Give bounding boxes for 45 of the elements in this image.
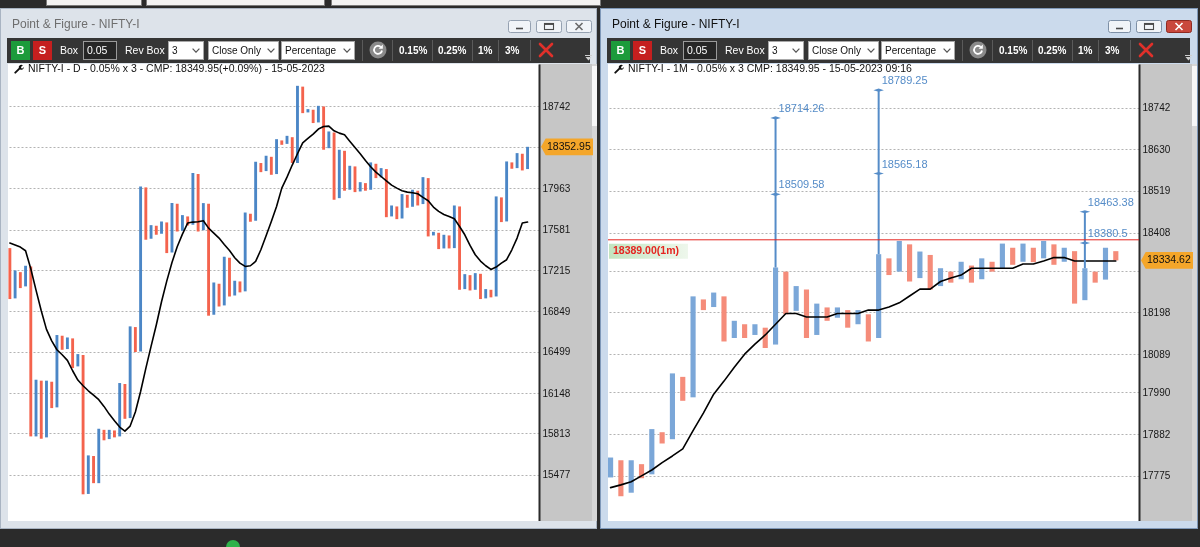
data-label: 18380.5: [1087, 227, 1128, 240]
y-tick-label: 18742: [1142, 102, 1171, 114]
dropdown: Close Only: [208, 41, 279, 60]
y-tick-label: 15477: [542, 469, 571, 481]
y-tick-label: 17581: [542, 224, 571, 236]
y-tick-label: 17882: [1142, 428, 1171, 440]
ref-line-label: 18389.00(1m): [613, 244, 679, 257]
text: 18352.95: [547, 139, 591, 152]
dropdown: 3: [768, 41, 804, 60]
y-tick-label: 18519: [1142, 185, 1171, 197]
y-tick-label: 16148: [542, 387, 571, 399]
data-label: 18714.26: [778, 101, 825, 114]
chart-subtitle: NIFTY-I - D - 0.05% x 3 - CMP: 18349.95(+0.09%) - 15-05-2023: [28, 62, 325, 74]
dropdown: 3: [168, 41, 204, 60]
toolbar: B S Box 0.05 Rev Box 3 Close Only Percentage 0.15% 0.25% 1% 3%: [607, 38, 1190, 63]
data-label: 18509.58: [778, 178, 825, 191]
data-label: 18565.18: [881, 157, 928, 170]
y-tick-label: 16849: [542, 305, 571, 317]
y-tick-label: 18630: [1142, 143, 1171, 155]
chart-title: Point & Figure - NIFTY-I: [12, 17, 140, 31]
y-tick-label: 16499: [542, 346, 571, 358]
button: S: [33, 41, 52, 60]
text-field: 0.05: [683, 41, 717, 60]
button: B: [11, 41, 30, 60]
chart-title: Point & Figure - NIFTY-I: [612, 17, 740, 31]
dropdown: Close Only: [808, 41, 879, 60]
button: B: [611, 41, 630, 60]
y-tick-label: 18408: [1142, 227, 1171, 239]
y-tick-label: 17990: [1142, 386, 1171, 398]
data-label: 18463.38: [1087, 195, 1134, 208]
y-tick-label: 18198: [1142, 306, 1171, 318]
y-tick-label: 18089: [1142, 348, 1171, 360]
dropdown: Percentage: [881, 41, 955, 60]
y-tick-label: 18742: [542, 100, 571, 112]
button: S: [633, 41, 652, 60]
y-tick-label: 15813: [542, 427, 571, 439]
dropdown: Percentage: [281, 41, 355, 60]
toolbar: B S Box 0.05 Rev Box 3 Close Only Percentage 0.15% 0.25% 1% 3%: [7, 38, 590, 63]
text-field: 0.05: [83, 41, 117, 60]
data-label: 18789.25: [881, 74, 928, 87]
chart-subtitle: NIFTY-I - 1M - 0.05% x 3 CMP: 18349.95 - 15-05-2023 09:16: [628, 62, 912, 74]
y-tick-label: 17215: [542, 264, 571, 276]
y-tick-label: 17775: [1142, 470, 1171, 482]
text: 18334.62: [1147, 253, 1191, 266]
y-tick-label: 17963: [542, 182, 571, 194]
